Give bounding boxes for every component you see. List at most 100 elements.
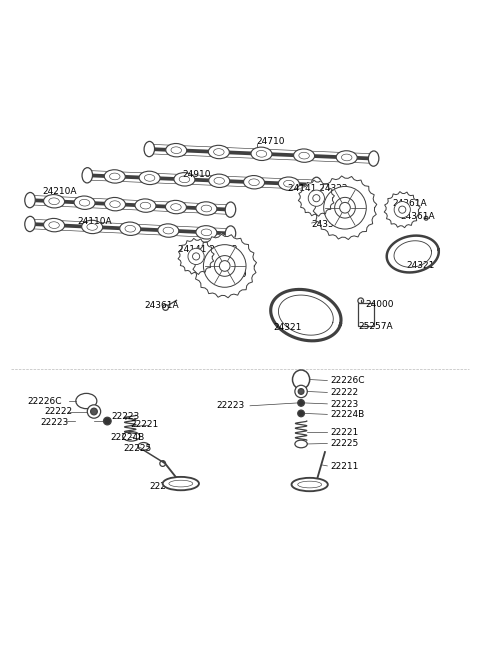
Text: 22224B: 22224B — [110, 433, 144, 441]
Polygon shape — [193, 234, 256, 298]
Text: 24361A: 24361A — [393, 199, 427, 209]
Text: 22211: 22211 — [331, 462, 359, 471]
Circle shape — [308, 190, 324, 206]
Ellipse shape — [144, 142, 155, 157]
Circle shape — [313, 195, 320, 202]
Ellipse shape — [122, 432, 140, 441]
Text: 24141 24322: 24141 24322 — [178, 245, 238, 255]
Ellipse shape — [209, 174, 230, 188]
Circle shape — [399, 206, 406, 213]
Text: 25257A: 25257A — [359, 322, 393, 331]
Ellipse shape — [225, 226, 236, 241]
Text: 22224B: 22224B — [331, 411, 365, 419]
Ellipse shape — [139, 171, 160, 184]
Ellipse shape — [76, 394, 97, 409]
Circle shape — [215, 256, 235, 276]
Text: 22222: 22222 — [44, 407, 72, 416]
Ellipse shape — [135, 199, 156, 213]
Circle shape — [188, 249, 204, 264]
Bar — [359, 303, 374, 326]
Text: 24110A: 24110A — [78, 216, 112, 226]
Text: 24910: 24910 — [183, 170, 211, 179]
Circle shape — [163, 304, 168, 310]
Text: 24350: 24350 — [218, 270, 247, 279]
Ellipse shape — [292, 370, 310, 389]
Circle shape — [298, 400, 304, 406]
Circle shape — [295, 385, 307, 398]
Circle shape — [219, 260, 230, 272]
Circle shape — [340, 203, 350, 213]
Circle shape — [104, 417, 111, 425]
Text: 22221: 22221 — [130, 420, 158, 429]
Text: 22225: 22225 — [331, 439, 359, 448]
Polygon shape — [384, 192, 420, 228]
Text: 24321: 24321 — [406, 260, 434, 270]
Text: 22223: 22223 — [216, 401, 245, 410]
Circle shape — [188, 260, 193, 265]
Text: 24000: 24000 — [365, 300, 394, 308]
Circle shape — [298, 388, 304, 394]
Text: 22223: 22223 — [331, 400, 359, 409]
Text: 22225: 22225 — [123, 443, 151, 453]
Ellipse shape — [163, 477, 199, 490]
Text: 22221: 22221 — [331, 428, 359, 436]
Ellipse shape — [251, 147, 272, 161]
Ellipse shape — [295, 440, 307, 448]
Text: 22223: 22223 — [111, 412, 139, 421]
Polygon shape — [387, 236, 439, 272]
Circle shape — [335, 197, 355, 218]
Text: 22226C: 22226C — [28, 396, 62, 405]
Text: 24321: 24321 — [274, 323, 302, 331]
Circle shape — [424, 216, 428, 220]
Ellipse shape — [104, 170, 125, 183]
Circle shape — [394, 201, 410, 218]
Ellipse shape — [120, 222, 141, 236]
Ellipse shape — [336, 151, 357, 164]
Text: 24361A: 24361A — [144, 301, 179, 310]
Ellipse shape — [166, 200, 186, 214]
Ellipse shape — [225, 202, 236, 217]
Ellipse shape — [311, 177, 322, 192]
Circle shape — [324, 186, 366, 229]
Circle shape — [358, 298, 364, 304]
Ellipse shape — [82, 220, 103, 234]
Circle shape — [192, 253, 200, 260]
Circle shape — [160, 461, 166, 466]
Text: 22226C: 22226C — [331, 376, 365, 385]
Text: 22212: 22212 — [149, 482, 178, 491]
Ellipse shape — [196, 226, 217, 239]
Text: 24710: 24710 — [257, 137, 285, 146]
Ellipse shape — [138, 443, 149, 450]
Ellipse shape — [208, 146, 229, 159]
Circle shape — [87, 405, 101, 418]
Ellipse shape — [278, 177, 300, 190]
Ellipse shape — [82, 168, 93, 183]
Ellipse shape — [44, 218, 65, 232]
Ellipse shape — [74, 196, 95, 209]
Text: 22222: 22222 — [331, 388, 359, 398]
Circle shape — [298, 410, 304, 417]
Text: 24361A: 24361A — [400, 213, 434, 221]
Circle shape — [308, 203, 313, 208]
Circle shape — [91, 408, 97, 415]
Polygon shape — [299, 180, 335, 216]
Ellipse shape — [25, 192, 35, 208]
Ellipse shape — [294, 149, 314, 162]
Text: 24350: 24350 — [312, 220, 340, 229]
Polygon shape — [178, 238, 214, 274]
Text: 22223: 22223 — [40, 417, 69, 426]
Polygon shape — [271, 289, 341, 341]
Ellipse shape — [196, 202, 217, 215]
Polygon shape — [313, 176, 377, 239]
Ellipse shape — [44, 195, 65, 208]
Ellipse shape — [25, 216, 35, 232]
Ellipse shape — [158, 224, 179, 237]
Text: 24141 24322: 24141 24322 — [288, 184, 347, 193]
Ellipse shape — [243, 176, 264, 189]
Circle shape — [410, 215, 415, 219]
Ellipse shape — [105, 197, 125, 211]
Text: 24210A: 24210A — [42, 188, 76, 197]
Circle shape — [204, 245, 246, 287]
Ellipse shape — [174, 173, 195, 186]
Ellipse shape — [291, 478, 328, 491]
